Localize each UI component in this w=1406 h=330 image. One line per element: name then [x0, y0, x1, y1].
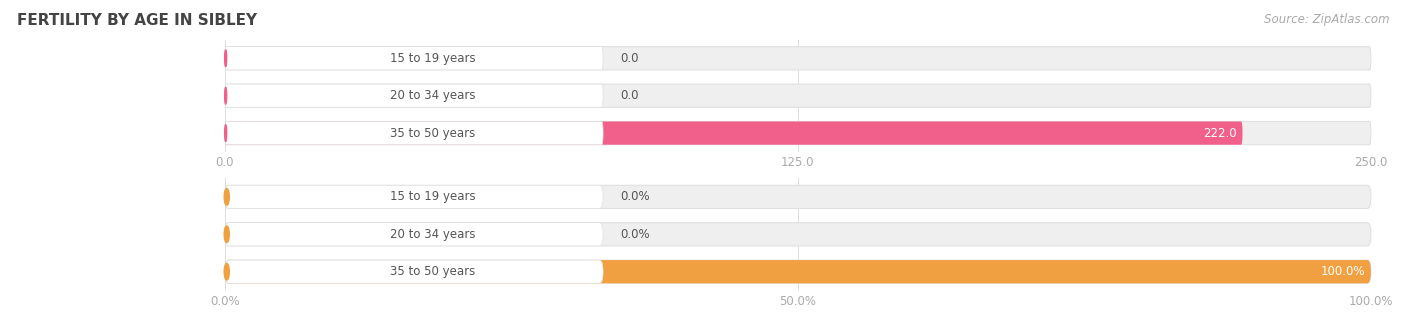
Circle shape: [225, 125, 226, 142]
FancyBboxPatch shape: [225, 260, 1371, 283]
Circle shape: [224, 188, 229, 205]
Text: 20 to 34 years: 20 to 34 years: [391, 228, 475, 241]
Text: 222.0: 222.0: [1204, 127, 1237, 140]
Text: 0.0: 0.0: [620, 52, 638, 65]
FancyBboxPatch shape: [225, 223, 1371, 246]
FancyBboxPatch shape: [225, 260, 603, 283]
Circle shape: [225, 87, 226, 104]
Text: 0.0: 0.0: [620, 89, 638, 102]
FancyBboxPatch shape: [225, 260, 1371, 283]
Text: 35 to 50 years: 35 to 50 years: [391, 127, 475, 140]
FancyBboxPatch shape: [225, 185, 1371, 209]
Text: 35 to 50 years: 35 to 50 years: [391, 265, 475, 278]
FancyBboxPatch shape: [225, 47, 1371, 70]
Circle shape: [224, 263, 229, 280]
Text: 0.0%: 0.0%: [620, 190, 650, 203]
Text: Source: ZipAtlas.com: Source: ZipAtlas.com: [1264, 13, 1389, 26]
FancyBboxPatch shape: [225, 185, 603, 209]
Circle shape: [225, 50, 226, 67]
Text: 100.0%: 100.0%: [1320, 265, 1365, 278]
FancyBboxPatch shape: [225, 47, 603, 70]
FancyBboxPatch shape: [225, 84, 1371, 107]
FancyBboxPatch shape: [225, 84, 603, 107]
FancyBboxPatch shape: [225, 121, 1243, 145]
Text: 15 to 19 years: 15 to 19 years: [389, 190, 475, 203]
FancyBboxPatch shape: [225, 223, 603, 246]
Text: 0.0%: 0.0%: [620, 228, 650, 241]
FancyBboxPatch shape: [225, 121, 1371, 145]
Text: 20 to 34 years: 20 to 34 years: [391, 89, 475, 102]
FancyBboxPatch shape: [225, 121, 603, 145]
Circle shape: [224, 226, 229, 243]
Text: FERTILITY BY AGE IN SIBLEY: FERTILITY BY AGE IN SIBLEY: [17, 13, 257, 28]
Text: 15 to 19 years: 15 to 19 years: [389, 52, 475, 65]
